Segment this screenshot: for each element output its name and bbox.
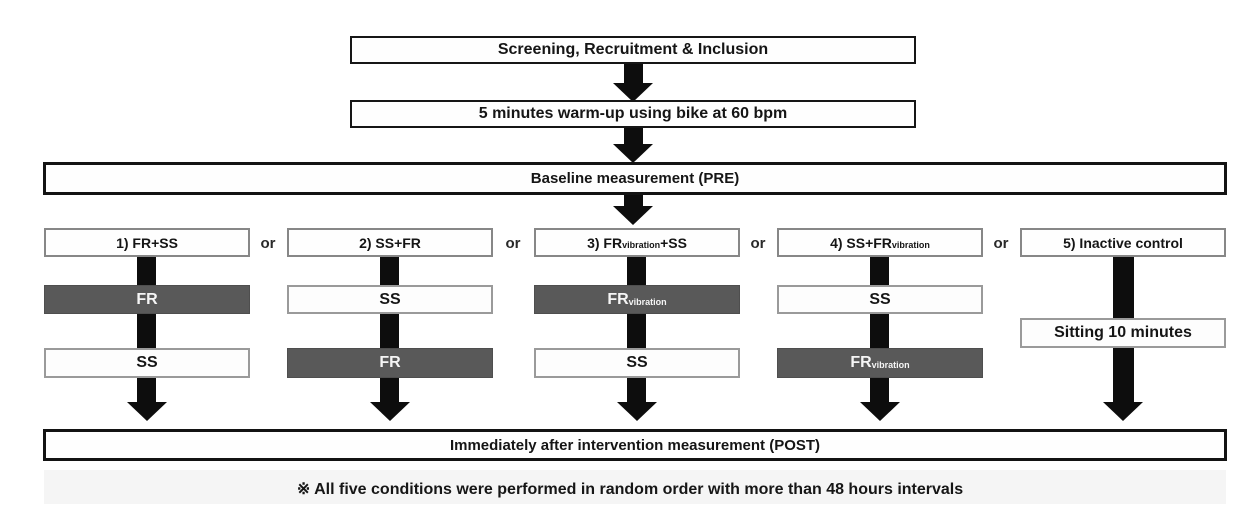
down-arrow-head — [1103, 402, 1143, 421]
connector-bar — [627, 255, 646, 288]
post-label: Immediately after intervention measureme… — [449, 436, 821, 454]
down-arrow-shaft — [624, 195, 643, 208]
down-arrow-head — [613, 206, 653, 225]
step-box-fr: FR — [44, 285, 250, 314]
baseline-label: Baseline measurement (PRE) — [530, 170, 740, 187]
condition-header-3: 3) FR vibration +SS — [534, 228, 740, 257]
down-arrow-head — [613, 144, 653, 163]
screening-label: Screening, Recruitment & Inclusion — [497, 41, 769, 58]
post-box: Immediately after intervention measureme… — [43, 429, 1227, 461]
down-arrow-head — [860, 402, 900, 421]
down-arrow-shaft — [624, 128, 643, 146]
screening-box: Screening, Recruitment & Inclusion — [350, 36, 916, 64]
step-box-sitting: Sitting 10 minutes — [1020, 318, 1226, 348]
step-box-fr-vibration: FR vibration — [534, 285, 740, 314]
down-arrow-shaft — [137, 376, 156, 403]
footnote: ※ All five conditions were performed in … — [296, 481, 964, 498]
baseline-box: Baseline measurement (PRE) — [43, 162, 1227, 195]
footer-strip — [44, 470, 1226, 504]
warmup-box: 5 minutes warm-up using bike at 60 bpm — [350, 100, 916, 128]
connector-bar — [627, 312, 646, 351]
down-arrow-shaft — [380, 376, 399, 403]
condition-header-2: 2) SS+FR — [287, 228, 493, 257]
condition-header-5: 5) Inactive control — [1020, 228, 1226, 257]
down-arrow-head — [617, 402, 657, 421]
step-box-fr-vibration: FR vibration — [777, 348, 983, 378]
connector-bar — [137, 312, 156, 351]
connector-bar — [137, 255, 156, 288]
down-arrow-shaft — [870, 376, 889, 403]
warmup-label: 5 minutes warm-up using bike at 60 bpm — [478, 105, 788, 122]
step-box-ss: SS — [534, 348, 740, 378]
step-box-ss: SS — [287, 285, 493, 314]
condition-header-4: 4) SS+FR vibration — [777, 228, 983, 257]
or-separator-3: or — [750, 234, 766, 252]
connector-bar — [380, 255, 399, 288]
down-arrow-head — [370, 402, 410, 421]
step-box-ss: SS — [777, 285, 983, 314]
or-separator-1: or — [260, 234, 276, 252]
connector-bar — [870, 312, 889, 351]
or-separator-2: or — [505, 234, 521, 252]
connector-bar — [870, 255, 889, 288]
connector-bar — [380, 312, 399, 351]
down-arrow-shaft — [624, 64, 643, 85]
step-box-fr: FR — [287, 348, 493, 378]
or-separator-4: or — [993, 234, 1009, 252]
down-arrow-head — [613, 83, 653, 102]
down-arrow-head — [127, 402, 167, 421]
step-box-ss: SS — [44, 348, 250, 378]
down-arrow-shaft — [627, 376, 646, 403]
condition-header-1: 1) FR+SS — [44, 228, 250, 257]
